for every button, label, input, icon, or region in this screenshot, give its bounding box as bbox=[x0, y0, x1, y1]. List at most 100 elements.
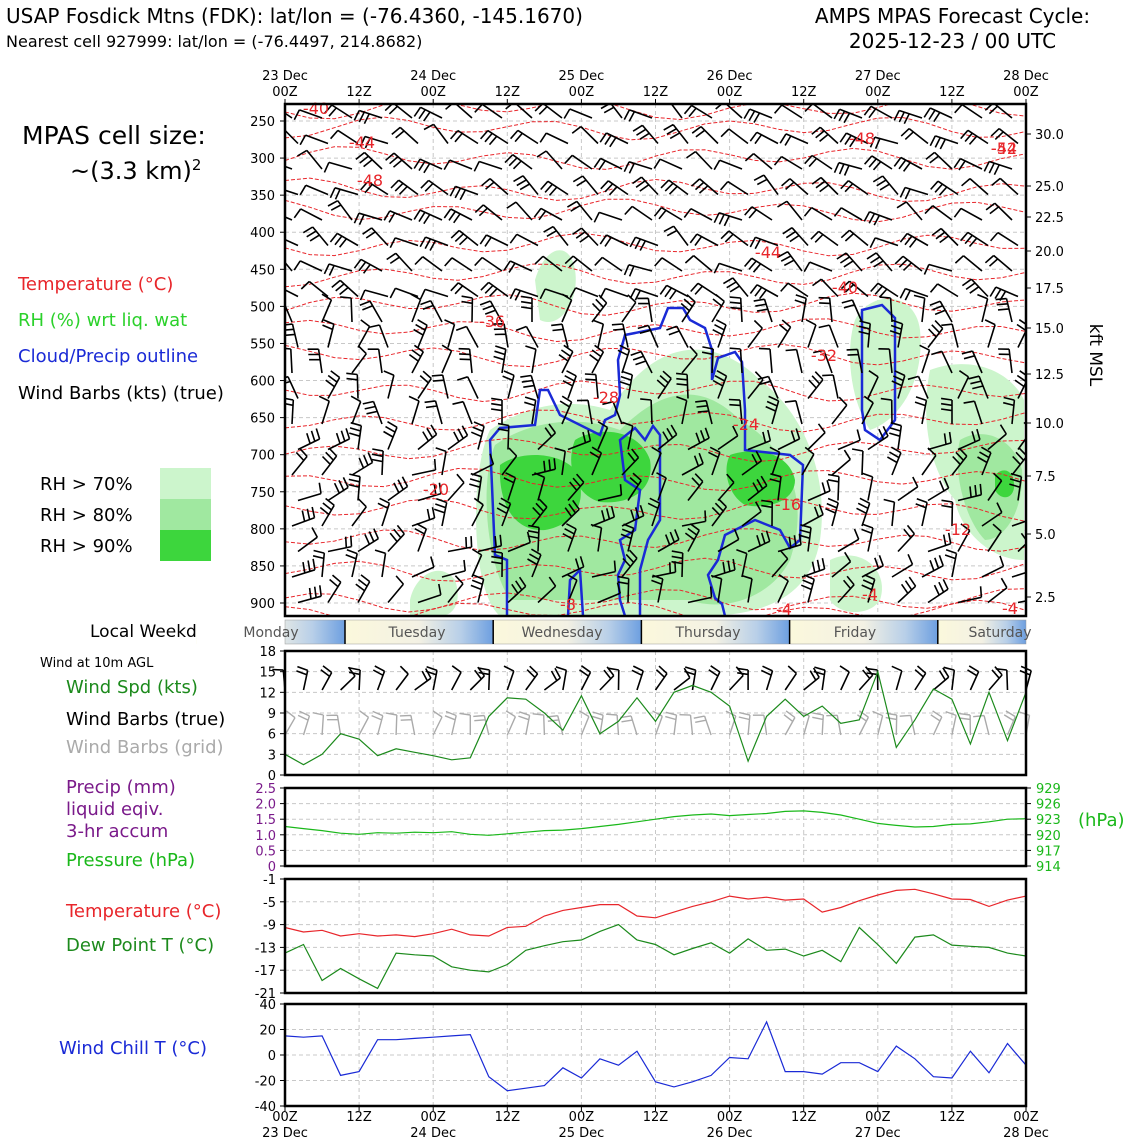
wind-barb bbox=[441, 559, 466, 578]
wind-barb bbox=[602, 400, 623, 425]
true-wind-barb bbox=[503, 665, 515, 691]
cloud-outline-inner bbox=[616, 423, 662, 616]
y-tick-label: -21 bbox=[255, 987, 276, 1002]
top-time-tick-label: 00Z bbox=[569, 85, 595, 100]
wind-barb bbox=[841, 299, 863, 323]
panel-frame bbox=[283, 786, 1028, 868]
wind-barb bbox=[861, 574, 876, 603]
wind-barb bbox=[1016, 319, 1026, 348]
top-time-tick-label: 12Z bbox=[939, 85, 965, 100]
temperature-panel: -21 -17 -13 -9 -5 -1 bbox=[255, 873, 1028, 1002]
wind-barb bbox=[781, 178, 809, 196]
wind-barb bbox=[411, 507, 436, 527]
wind-barb bbox=[632, 176, 659, 196]
wind-barb bbox=[914, 396, 928, 425]
wind-barb bbox=[331, 279, 359, 298]
wind-barb bbox=[561, 499, 580, 527]
wind-barb bbox=[322, 319, 335, 348]
wind-barb bbox=[593, 157, 623, 171]
wind-barb bbox=[329, 187, 359, 200]
wind-barb bbox=[861, 395, 874, 425]
wind-barb bbox=[681, 510, 707, 527]
wind-barb bbox=[889, 421, 903, 450]
wind-barb bbox=[319, 497, 335, 527]
wind-barb bbox=[801, 558, 826, 578]
top-time-tick-label: 00Z bbox=[272, 85, 298, 100]
wind-barb bbox=[497, 422, 510, 450]
wind-barb bbox=[780, 282, 809, 298]
wind-barb bbox=[804, 154, 833, 170]
true-wind-barb bbox=[932, 667, 950, 691]
wind-barb bbox=[474, 104, 503, 119]
wind-barb bbox=[302, 226, 329, 247]
wind-barb bbox=[757, 375, 779, 399]
top-day-label: 23 Dec bbox=[262, 69, 308, 84]
pressure-unit: (hPa) bbox=[1078, 810, 1125, 831]
wind-barb bbox=[753, 298, 773, 323]
wind-barb bbox=[357, 319, 371, 348]
wind-barb bbox=[624, 205, 653, 221]
wind-barb bbox=[656, 472, 667, 501]
pressure-axis: 250 300 350 400 450 500 550 600 650 700 750 800 850 9… bbox=[250, 115, 285, 612]
rh70-region-lower-left bbox=[410, 570, 458, 616]
wind-barb bbox=[515, 325, 539, 348]
pressure-line bbox=[284, 810, 1027, 836]
wind-barb bbox=[728, 398, 743, 425]
legend-rh80-label: RH > 80% bbox=[40, 505, 133, 526]
weekday-name: Thursday bbox=[674, 625, 740, 641]
wind-barb bbox=[683, 207, 713, 221]
wind-barb bbox=[954, 104, 983, 119]
wind-barb bbox=[291, 447, 308, 476]
true-wind-barb bbox=[684, 666, 697, 691]
top-day-label: 24 Dec bbox=[410, 69, 456, 84]
y-tick-label: 40 bbox=[259, 998, 276, 1013]
wind-barb bbox=[351, 452, 374, 476]
wind-barb bbox=[893, 109, 923, 125]
cross-section-panel: -40 -44 -48 -48 -44 -44 -40 -36 -32 -28 -24 -20 -16 -… bbox=[250, 69, 1105, 619]
wind-barb bbox=[777, 428, 801, 451]
wind-barb bbox=[931, 227, 959, 247]
grid-wind-barb bbox=[856, 710, 870, 736]
wind-barb bbox=[801, 504, 824, 527]
wind-barb bbox=[417, 583, 442, 604]
temperature-contour-label: -20 bbox=[423, 480, 449, 499]
wind-barb bbox=[461, 295, 474, 323]
wind-barb bbox=[863, 105, 893, 119]
wind-barb bbox=[833, 108, 863, 124]
wind-barb bbox=[680, 294, 696, 323]
wind-barb bbox=[413, 319, 428, 348]
bottom-time-tick-label: 12Z bbox=[495, 1110, 521, 1125]
wind-barb bbox=[929, 283, 959, 298]
wind-barb bbox=[651, 574, 664, 603]
grid-wind-barb bbox=[620, 715, 638, 736]
wind-barb bbox=[779, 133, 809, 146]
wind-barb bbox=[803, 206, 833, 221]
wind-barb bbox=[362, 227, 389, 247]
wind-barb bbox=[919, 344, 931, 374]
wind-barb bbox=[357, 528, 380, 553]
wind-barb bbox=[327, 574, 342, 603]
true-wind-barb bbox=[372, 665, 386, 691]
true-wind-barb bbox=[943, 666, 956, 691]
wind-speed-line bbox=[284, 669, 1027, 766]
wind-barb bbox=[623, 264, 653, 277]
wind-barb bbox=[285, 216, 293, 221]
grid-wind-barb bbox=[312, 712, 325, 736]
bottom-time-tick-label: 12Z bbox=[346, 1110, 372, 1125]
rh70-region-right bbox=[850, 298, 921, 430]
wind-barb bbox=[891, 553, 914, 578]
dewpoint-line bbox=[284, 923, 1027, 990]
wind-barb bbox=[559, 395, 573, 425]
temperature-contour bbox=[285, 198, 1026, 223]
wind-barb bbox=[985, 202, 1013, 221]
weekday-name: Monday bbox=[243, 625, 298, 641]
temperature-contour-label: -16 bbox=[775, 495, 801, 514]
wind-barb bbox=[419, 236, 449, 251]
wind-barb bbox=[722, 277, 749, 298]
true-wind-barb bbox=[478, 667, 491, 691]
true-wind-barb bbox=[729, 666, 744, 691]
wind-barb bbox=[623, 109, 653, 122]
legend-cloud: Cloud/Precip outline bbox=[18, 346, 199, 367]
pressure-tick-label: 700 bbox=[250, 449, 275, 464]
grid-wind-barb bbox=[326, 714, 342, 736]
